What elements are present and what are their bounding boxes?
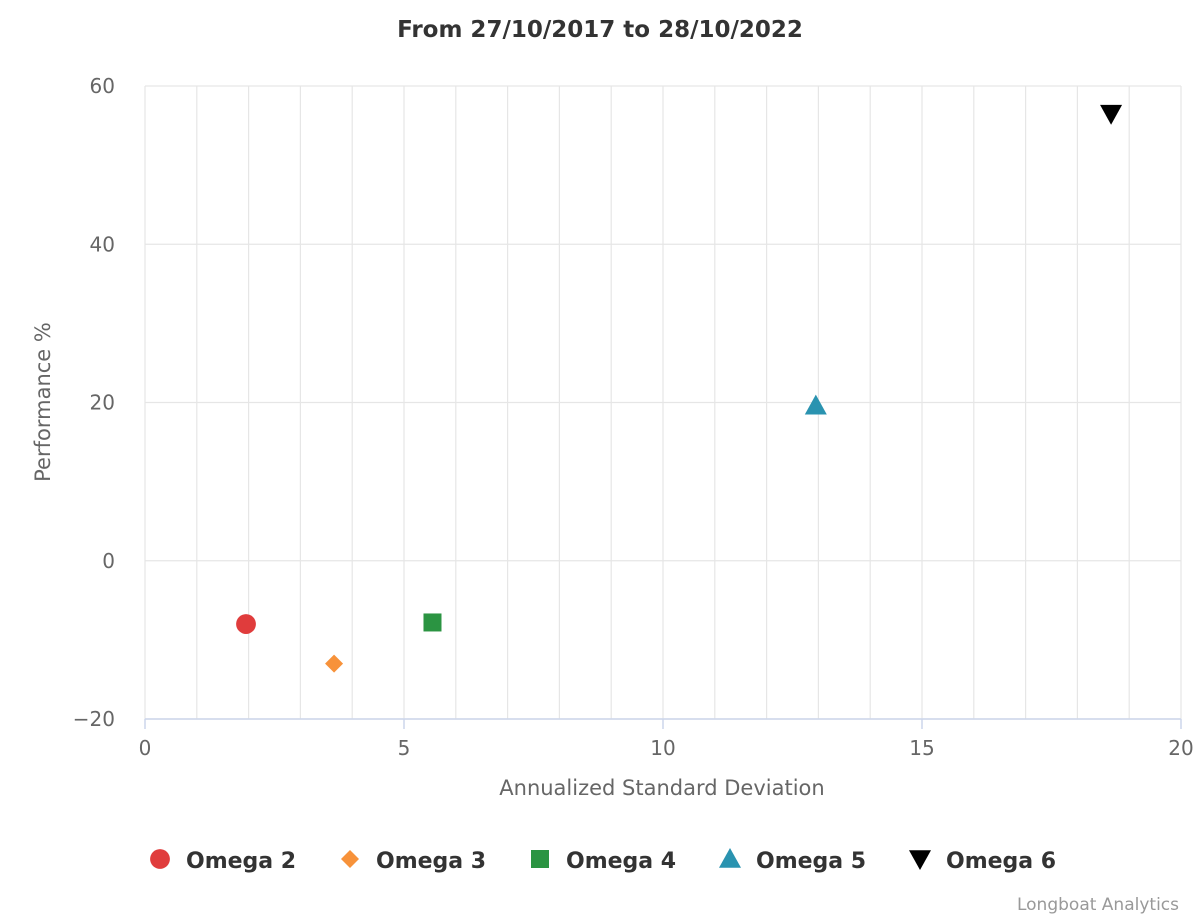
data-point-omega-2[interactable] xyxy=(236,614,256,634)
x-tick-label: 5 xyxy=(398,736,411,760)
legend-marker-omega-4[interactable] xyxy=(531,850,549,868)
y-tick-label: −20 xyxy=(73,707,115,731)
legend-marker-omega-5[interactable] xyxy=(719,848,741,868)
legend-label[interactable]: Omega 4 xyxy=(566,849,676,874)
legend-label[interactable]: Omega 5 xyxy=(756,849,866,874)
x-tick-label: 0 xyxy=(139,736,152,760)
legend-item-omega-6[interactable]: Omega 6 xyxy=(909,849,1056,874)
data-point-omega-5[interactable] xyxy=(804,394,827,415)
legend: Omega 2 Omega 3 Omega 4 Omega 5 Omega 6 xyxy=(150,848,1056,874)
y-axis-title: Performance % xyxy=(31,322,55,482)
legend-marker-omega-6[interactable] xyxy=(909,850,931,870)
y-tick-label: 20 xyxy=(90,391,115,415)
legend-label[interactable]: Omega 2 xyxy=(186,849,296,874)
credit-text[interactable]: Longboat Analytics xyxy=(1017,895,1179,915)
legend-label[interactable]: Omega 6 xyxy=(946,849,1056,874)
data-points xyxy=(236,104,1123,673)
x-tick-label: 20 xyxy=(1168,736,1193,760)
y-tick-label: 40 xyxy=(90,232,115,256)
data-point-omega-6[interactable] xyxy=(1100,104,1123,125)
x-tick-label: 10 xyxy=(650,736,675,760)
legend-item-omega-4[interactable]: Omega 4 xyxy=(531,849,676,874)
legend-item-omega-3[interactable]: Omega 3 xyxy=(341,849,486,874)
y-tick-label: 0 xyxy=(102,549,115,573)
legend-item-omega-2[interactable]: Omega 2 xyxy=(150,849,296,874)
legend-label[interactable]: Omega 3 xyxy=(376,849,486,874)
data-point-omega-4[interactable] xyxy=(423,613,442,632)
y-tick-label: 60 xyxy=(90,74,115,98)
legend-item-omega-5[interactable]: Omega 5 xyxy=(719,848,866,874)
x-tick-label: 15 xyxy=(909,736,934,760)
chart-title: From 27/10/2017 to 28/10/2022 xyxy=(397,17,803,43)
x-axis-title: Annualized Standard Deviation xyxy=(499,776,824,800)
axes: 0 5 10 15 20 −20 0 20 40 60 xyxy=(73,74,1194,760)
data-point-omega-3[interactable] xyxy=(325,654,344,673)
legend-marker-omega-3[interactable] xyxy=(341,850,359,868)
legend-marker-omega-2[interactable] xyxy=(150,849,170,869)
grid xyxy=(144,85,1182,720)
